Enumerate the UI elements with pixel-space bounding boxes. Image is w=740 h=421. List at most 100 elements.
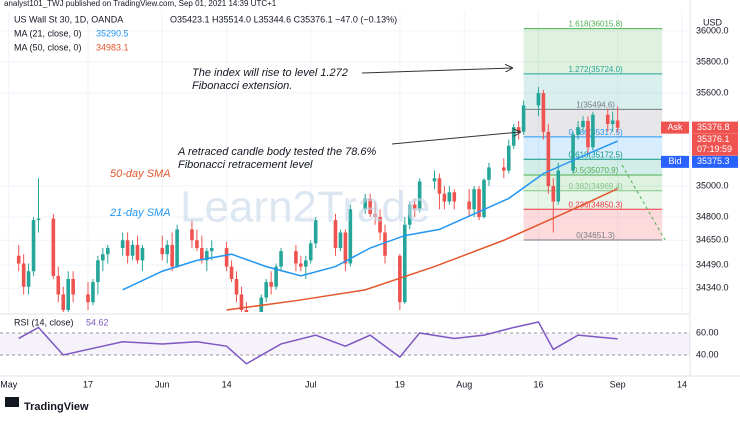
candle-body <box>437 178 442 194</box>
candle-body <box>101 254 105 261</box>
fib-label: 1(35494.6) <box>576 100 615 109</box>
candle-body <box>403 224 407 303</box>
candle-body <box>195 240 199 249</box>
quote-tag <box>661 121 689 134</box>
price-pane: 1.618(36015.8) 1.272(35724.0) 1(35494.6) 0.… <box>0 12 690 312</box>
candle-body <box>160 248 165 255</box>
candle-body <box>338 232 343 249</box>
candle-body <box>229 266 234 279</box>
fib-label: 0.5(35070.9) <box>573 166 619 175</box>
candle-body <box>511 127 516 146</box>
line <box>122 140 618 291</box>
candle-body <box>506 145 511 171</box>
candle-body <box>165 244 169 255</box>
y-tick-label: 34800.0 <box>696 211 729 221</box>
published: analyst101_TWJ published on TradingView.… <box>4 0 277 8</box>
y-tick-label: 34490.0 <box>696 259 729 269</box>
candle-body <box>51 218 56 276</box>
ma-legend: MA (50, close, 0) <box>14 42 82 52</box>
candle-body <box>205 251 209 261</box>
annotation: A retraced candle body tested the 78.6% F… <box>177 146 377 171</box>
candle-body <box>239 294 244 310</box>
candle-body <box>442 193 447 202</box>
candle-body <box>244 309 249 312</box>
candle-body <box>571 134 575 171</box>
price-box <box>692 133 738 156</box>
fib-label: 0.618(35172.5) <box>568 150 623 159</box>
fib-band <box>523 209 663 241</box>
time-label: 07:19:59 <box>697 144 732 154</box>
x-tick-label: Sep <box>610 379 626 389</box>
rsi-value: 54.62 <box>86 317 109 327</box>
candle-body <box>274 266 278 287</box>
x-tick-label: 14 <box>222 379 232 389</box>
candle-body <box>467 201 471 210</box>
y-tick-label: 40.00 <box>696 349 719 359</box>
fib-label: 0(34651.3) <box>576 231 615 240</box>
fib-band <box>523 28 663 74</box>
candle-body <box>130 244 135 256</box>
projection <box>621 164 666 241</box>
candle-body <box>96 260 100 283</box>
candle-body <box>294 251 298 264</box>
x-tick-label: May <box>0 379 18 389</box>
candle-body <box>368 198 372 214</box>
candle-body <box>190 229 194 241</box>
candle-body <box>586 120 590 148</box>
candle-body <box>91 282 95 303</box>
quote-tag <box>661 155 689 168</box>
y-tick-label: 36000.0 <box>696 25 729 35</box>
y-tick-label: 34650.0 <box>696 235 729 245</box>
x-tick-label: 17 <box>83 379 93 389</box>
candle-body <box>541 93 546 132</box>
candle-body <box>224 248 229 267</box>
x-tick-label: Aug <box>456 379 472 389</box>
candle-body <box>66 278 70 310</box>
candle-body <box>447 192 452 202</box>
candle-body <box>106 248 110 255</box>
candle-body <box>521 105 526 132</box>
fib-label: 1.618(36015.8) <box>568 20 623 29</box>
candle-body <box>610 120 615 125</box>
candle-body <box>61 294 66 310</box>
ma-value: 34983.1 <box>96 42 129 52</box>
candle-body <box>200 248 204 261</box>
ma-value: 35290.5 <box>96 28 129 38</box>
arrow <box>361 68 512 74</box>
candle-body <box>343 232 348 264</box>
line <box>226 187 618 311</box>
candle-body <box>432 178 437 182</box>
quote-name: Bid <box>668 156 681 166</box>
quote-name: Ask <box>667 122 683 132</box>
y-tick-label: 35000.0 <box>696 180 729 190</box>
x-tick-label: Jul <box>305 379 317 389</box>
y-tick-label: 34340.0 <box>696 283 729 293</box>
candle-body <box>576 127 580 135</box>
candle-body <box>417 181 422 210</box>
y-tick-label: 35600.0 <box>696 87 729 97</box>
y-tick-label: 35800.0 <box>696 56 729 66</box>
candle-body <box>120 240 125 249</box>
x-tick-label: 16 <box>533 379 543 389</box>
candle-body <box>308 243 313 261</box>
x-tick-label: 14 <box>677 379 687 389</box>
price-box <box>692 121 738 134</box>
annotation: 50-day SMA <box>110 168 171 180</box>
candle-body <box>234 278 239 295</box>
footer: TradingView <box>24 401 89 413</box>
price-label: 35376.1 <box>697 134 730 144</box>
currency: USD <box>703 17 723 27</box>
candle-body <box>477 189 481 218</box>
fib-label: 0.786(35317.5) <box>568 128 623 137</box>
candle-body <box>279 251 283 267</box>
candle-body <box>591 114 595 148</box>
candle-body <box>615 120 620 128</box>
candle-body <box>373 213 377 218</box>
candle-body <box>605 114 610 125</box>
arrow <box>391 132 520 145</box>
candle-body <box>86 294 90 303</box>
rsi-band <box>0 332 690 355</box>
candle-body <box>581 120 585 128</box>
candle-body <box>407 204 412 225</box>
